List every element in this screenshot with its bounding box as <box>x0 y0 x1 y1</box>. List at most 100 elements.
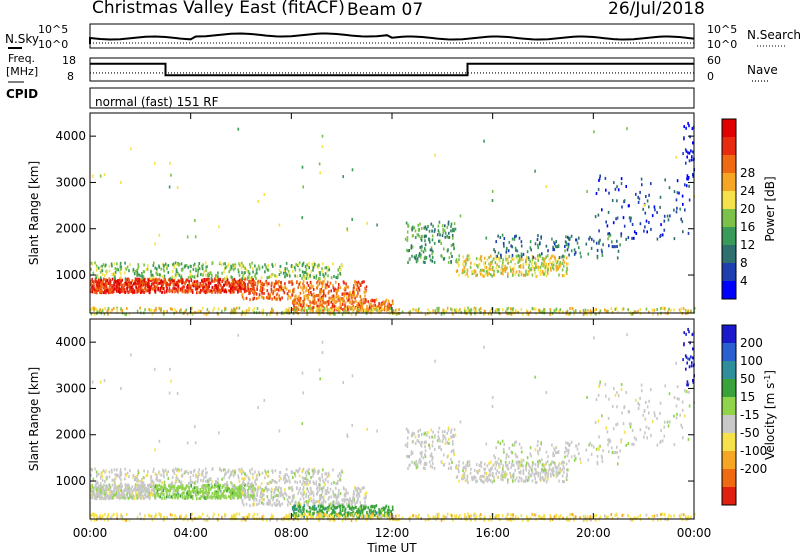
power-scatter-cell <box>122 287 124 291</box>
velocity-scatter-cell <box>199 488 201 491</box>
power-scatter-cell <box>498 259 501 263</box>
velocity-scatter-cell <box>143 493 146 497</box>
power-scatter-cell <box>642 207 644 211</box>
velocity-scatter-cell <box>222 484 225 488</box>
velocity-scatter-cell <box>175 489 178 493</box>
power-scatter-cell <box>608 244 610 248</box>
power-scatter-cell <box>456 269 459 273</box>
velocity-scatter-cell <box>314 468 316 472</box>
power-scatter-cell <box>268 275 271 279</box>
velocity-scatter-cell <box>111 491 114 495</box>
power-scatter-cell <box>442 231 444 235</box>
power-scatter-cell <box>97 280 100 284</box>
power-scatter-cell <box>536 238 539 241</box>
power-scatter-cell <box>425 256 428 259</box>
power-scatter-cell <box>447 220 450 224</box>
velocity-scatter-cell <box>149 483 152 487</box>
power-scatter-cell <box>555 309 557 313</box>
power-scatter-cell <box>680 217 682 221</box>
power-scatter-cell <box>98 310 100 314</box>
power-scatter-cell <box>229 289 231 293</box>
power-scatter-cell <box>180 310 182 314</box>
power-scatter-cell <box>166 309 168 313</box>
power-scatter-cell <box>554 256 556 260</box>
velocity-scatter-cell <box>267 482 269 485</box>
velocity-scatter-cell <box>187 471 190 475</box>
velocity-scatter-cell <box>324 472 326 476</box>
power-scatter-cell <box>352 310 354 314</box>
velocity-scatter-cell <box>225 488 227 492</box>
velocity-scatter-cell <box>192 470 195 473</box>
power-scatter-cell <box>593 239 595 243</box>
velocity-scatter-cell <box>358 487 361 491</box>
power-scatter-cell <box>357 308 359 312</box>
velocity-scatter-cell <box>93 496 96 500</box>
power-scatter-cell <box>446 249 449 253</box>
velocity-scatter-cell <box>256 490 259 494</box>
power-scatter-cell <box>322 301 325 305</box>
power-scatter-cell <box>574 251 577 255</box>
velocity-scatter-cell <box>238 490 240 494</box>
power-scatter-cell <box>246 310 249 314</box>
velocity-scatter-cell <box>146 495 149 499</box>
power-scatter-cell <box>183 281 185 285</box>
velocity-scatter-cell <box>123 488 125 492</box>
power-scatter-cell <box>562 254 564 258</box>
power-scatter-cell <box>499 312 501 316</box>
velocity-scatter-cell <box>342 514 344 518</box>
velocity-scatter-cell <box>205 471 207 475</box>
velocity-scatter-cell <box>242 503 245 507</box>
power-scatter-cell <box>495 257 497 261</box>
power-scatter-cell <box>330 276 333 280</box>
velocity-scatter-cell <box>250 485 253 489</box>
power-scatter-cell <box>389 306 392 310</box>
velocity-scatter-cell <box>327 471 330 475</box>
power-scatter-cell <box>196 282 198 286</box>
power-scatter-cell <box>467 254 469 258</box>
power-scatter-cell <box>622 216 625 220</box>
power-scatter-cell <box>197 268 200 272</box>
power-scatter-cell <box>452 236 454 240</box>
velocity-scatter-cell <box>221 492 223 496</box>
power-scatter-cell <box>341 312 344 316</box>
power-scatter-cell <box>320 281 323 285</box>
power-scatter-cell <box>102 285 104 289</box>
power-scatter-cell <box>271 281 273 285</box>
power-scatter-cell <box>451 310 453 314</box>
velocity-scatter-cell <box>327 506 329 509</box>
power-scatter-cell <box>432 224 434 228</box>
power-scatter-cell <box>598 179 600 182</box>
power-scatter-cell <box>418 307 420 311</box>
power-scatter-cell <box>159 289 161 293</box>
velocity-scatter-cell <box>274 480 276 484</box>
noise-tick-high-left: 10^5 <box>38 23 69 36</box>
power-scatter-cell <box>305 294 307 297</box>
power-scatter-cell <box>453 308 456 312</box>
power-scatter-cell <box>660 307 662 311</box>
velocity-scatter-cell <box>294 472 296 476</box>
velocity-scatter-cell <box>135 491 138 495</box>
power-scatter-cell <box>688 124 690 128</box>
power-scatter-cell <box>277 282 279 286</box>
velocity-scatter-cell <box>114 486 117 490</box>
power-scatter-cell <box>469 310 472 314</box>
velocity-scatter-cell <box>219 467 221 471</box>
power-scatter-cell <box>566 266 568 270</box>
power-scatter-cell <box>292 307 294 311</box>
power-scatter-cell <box>114 280 117 284</box>
power-scatter-cell <box>486 273 489 277</box>
power-scatter-cell <box>272 289 275 293</box>
power-scatter-cell <box>532 307 534 311</box>
power-scatter-cell <box>267 297 269 300</box>
power-scatter-cell <box>527 256 530 260</box>
power-scatter-cell <box>526 250 529 254</box>
velocity-scatter-cell <box>222 468 225 472</box>
power-scatter-cell <box>107 291 110 295</box>
velocity-scatter-cell <box>318 510 320 514</box>
power-scatter-cell <box>182 290 184 294</box>
velocity-scatter-cell <box>125 487 127 491</box>
power-scatter-cell <box>226 283 228 287</box>
velocity-scatter-cell <box>324 492 327 496</box>
power-scatter-cell <box>105 282 108 286</box>
power-scatter-cell <box>587 252 590 256</box>
